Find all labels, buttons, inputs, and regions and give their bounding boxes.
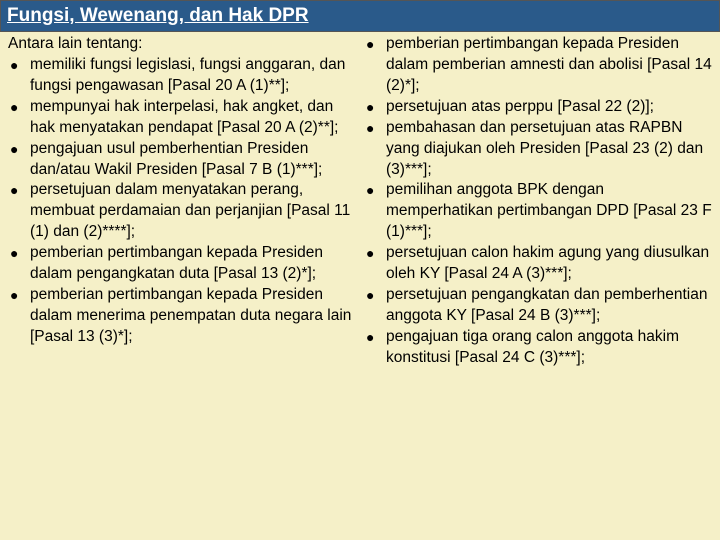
item-text: pemberian pertimbangan kepada Presiden d… (386, 35, 712, 94)
item-text: persetujuan atas perppu [Pasal 22 (2)]; (386, 98, 654, 115)
left-list: memiliki fungsi legislasi, fungsi anggar… (8, 55, 356, 348)
right-list: pemberian pertimbangan kepada Presiden d… (364, 34, 712, 369)
list-item: memiliki fungsi legislasi, fungsi anggar… (8, 55, 356, 97)
item-text: memiliki fungsi legislasi, fungsi anggar… (30, 56, 345, 94)
slide-content: Antara lain tentang: memiliki fungsi leg… (0, 32, 720, 371)
slide-header: Fungsi, Wewenang, dan Hak DPR (0, 0, 720, 32)
list-item: persetujuan calon hakim agung yang diusu… (364, 243, 712, 285)
list-item: pengajuan tiga orang calon anggota hakim… (364, 327, 712, 369)
item-text: pengajuan tiga orang calon anggota hakim… (386, 328, 679, 366)
item-text: mempunyai hak interpelasi, hak angket, d… (30, 98, 339, 136)
item-text: pengajuan usul pemberhentian Presiden da… (30, 140, 322, 178)
item-text: pemberian pertimbangan kepada Presiden d… (30, 286, 351, 345)
list-item: persetujuan atas perppu [Pasal 22 (2)]; (364, 97, 712, 118)
list-item: pemberian pertimbangan kepada Presiden d… (364, 34, 712, 97)
intro-text: Antara lain tentang: (8, 34, 356, 55)
item-text: persetujuan calon hakim agung yang diusu… (386, 244, 709, 282)
list-item: pemberian pertimbangan kepada Presiden d… (8, 243, 356, 285)
item-text: pemilihan anggota BPK dengan memperhatik… (386, 181, 712, 240)
list-item: pembahasan dan persetujuan atas RAPBN ya… (364, 118, 712, 181)
header-title: Fungsi, Wewenang, dan Hak DPR (7, 5, 309, 26)
list-item: pemberian pertimbangan kepada Presiden d… (8, 285, 356, 348)
list-item: persetujuan dalam menyatakan perang, mem… (8, 180, 356, 243)
item-text: persetujuan dalam menyatakan perang, mem… (30, 181, 350, 240)
item-text: pemberian pertimbangan kepada Presiden d… (30, 244, 323, 282)
item-text: persetujuan pengangkatan dan pemberhenti… (386, 286, 707, 324)
list-item: persetujuan pengangkatan dan pemberhenti… (364, 285, 712, 327)
list-item: mempunyai hak interpelasi, hak angket, d… (8, 97, 356, 139)
left-column: Antara lain tentang: memiliki fungsi leg… (4, 34, 360, 369)
right-column: pemberian pertimbangan kepada Presiden d… (360, 34, 716, 369)
list-item: pengajuan usul pemberhentian Presiden da… (8, 139, 356, 181)
item-text: pembahasan dan persetujuan atas RAPBN ya… (386, 119, 703, 178)
list-item: pemilihan anggota BPK dengan memperhatik… (364, 180, 712, 243)
